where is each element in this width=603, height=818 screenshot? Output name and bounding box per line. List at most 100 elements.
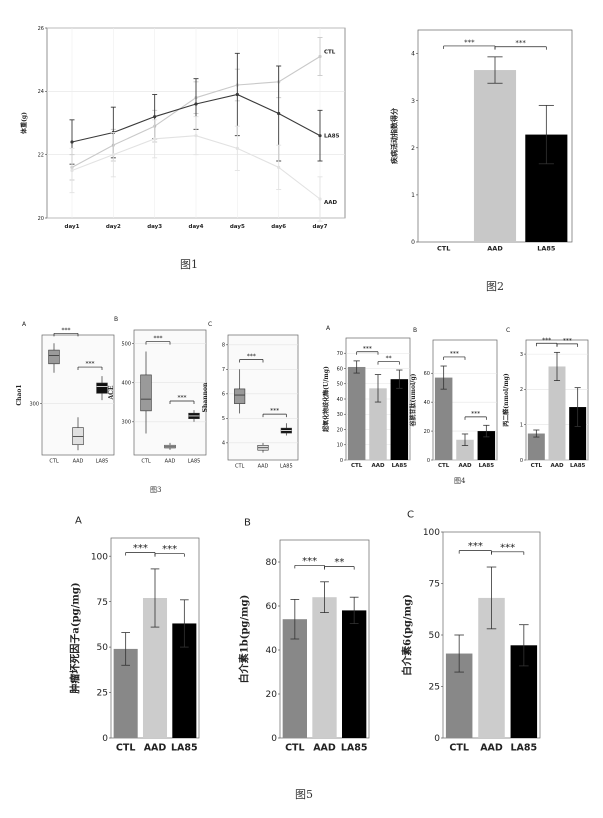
y-tick-label: 25 [97, 689, 108, 699]
figure-3-caption: 图3 [150, 486, 162, 494]
y-axis-label: 谷胱甘肽(umol/g) [409, 373, 417, 426]
x-tick-label: CTL [437, 244, 450, 252]
y-axis-label: Shannon [202, 382, 209, 412]
x-tick-label: LA85 [280, 464, 293, 470]
significance-label: *** [515, 39, 526, 47]
data-point [235, 146, 239, 150]
x-tick-label: AAD [550, 463, 564, 469]
x-tick-label: day4 [189, 224, 204, 230]
panel-label: C [407, 510, 414, 521]
y-tick-label: 3 [520, 352, 523, 358]
significance-label: *** [247, 353, 256, 360]
y-axis-label: Chao1 [16, 384, 23, 405]
bar-CTL [347, 366, 366, 460]
significance-label: *** [468, 541, 483, 552]
y-tick-label: 20 [424, 429, 430, 435]
plot-frame [227, 334, 299, 461]
x-tick-label: AAD [258, 464, 269, 470]
y-tick-label: 20 [337, 427, 343, 433]
y-tick-label: 75 [429, 580, 440, 590]
x-tick-label: AAD [458, 463, 472, 469]
y-tick-label: 26 [38, 26, 44, 32]
significance-label: *** [162, 544, 177, 555]
bar-AAD [548, 366, 566, 460]
panel-label: C [208, 321, 212, 328]
panel-label: B [244, 518, 251, 529]
data-point [153, 137, 157, 141]
y-tick-label: 40 [266, 646, 278, 656]
y-tick-label: 300 [121, 420, 131, 426]
x-tick-label: LA85 [341, 743, 368, 754]
significance-label: *** [86, 361, 95, 368]
y-tick-label: 500 [121, 341, 131, 347]
data-point [235, 92, 239, 97]
x-tick-label: day3 [147, 224, 162, 230]
y-tick-label: 7 [222, 367, 225, 373]
panel-label: B [413, 327, 417, 334]
figure-2-caption: 图2 [486, 280, 504, 293]
x-tick-label: CTL [116, 743, 136, 754]
y-tick-label: 25 [429, 683, 440, 693]
y-tick-label: 0 [434, 734, 440, 744]
box-LA85 [96, 382, 108, 394]
y-tick-label: 2 [520, 387, 523, 393]
y-tick-label: 10 [337, 443, 343, 449]
y-axis-label: 白介素1b(pg/mg) [238, 595, 251, 684]
y-axis-label: 疾病活动指数得分 [389, 108, 398, 164]
y-tick-label: 50 [97, 643, 109, 653]
data-point [277, 111, 281, 116]
significance-label: *** [563, 337, 572, 344]
figure-5-caption: 图5 [295, 788, 313, 801]
y-tick-label: 60 [266, 602, 278, 612]
series-label-LA85: LA85 [324, 134, 340, 140]
y-tick-label: 1 [520, 422, 523, 428]
bar-LA85 [342, 610, 367, 738]
x-tick-label: CTL [438, 463, 450, 469]
panel-label: A [75, 516, 82, 527]
y-tick-label: 2 [411, 145, 415, 152]
significance-label: *** [270, 408, 279, 415]
x-tick-label: day1 [65, 224, 80, 230]
x-tick-label: day7 [313, 224, 328, 230]
y-axis-label: 白介素6(pg/mg) [401, 594, 414, 676]
x-tick-label: LA85 [537, 244, 556, 252]
y-tick-label: 30 [337, 412, 343, 418]
bar-LA85 [569, 407, 587, 460]
significance-label: ** [386, 355, 392, 362]
data-point [111, 153, 115, 157]
x-tick-label: CTL [285, 743, 305, 754]
x-tick-label: AAD [313, 743, 336, 754]
data-point [194, 134, 198, 138]
y-tick-label: 60 [337, 366, 343, 372]
x-tick-label: CTL [449, 743, 469, 754]
y-tick-label: 100 [91, 552, 108, 562]
y-tick-label: 0 [411, 239, 415, 246]
data-point [277, 165, 281, 169]
significance-label: *** [542, 337, 551, 344]
bar-CTL [434, 377, 453, 460]
x-tick-label: LA85 [171, 743, 198, 754]
bar-LA85 [390, 379, 409, 460]
x-tick-label: AAD [487, 244, 503, 252]
significance-label: *** [154, 335, 163, 342]
y-tick-label: 8 [222, 343, 225, 349]
data-point [153, 115, 157, 119]
x-tick-label: LA85 [479, 463, 495, 469]
bar-AAD [456, 439, 474, 460]
x-tick-label: day5 [230, 224, 245, 230]
x-tick-label: AAD [144, 743, 167, 754]
panel-label: A [22, 321, 27, 328]
data-point [318, 197, 322, 201]
y-tick-label: 40 [424, 400, 430, 406]
x-tick-label: CTL [531, 463, 543, 469]
x-tick-label: LA85 [392, 463, 408, 469]
box-CTL [234, 388, 246, 404]
significance-label: *** [363, 345, 372, 352]
data-point [194, 102, 198, 106]
y-tick-label: 6 [222, 392, 225, 398]
panel-label: B [114, 316, 118, 323]
bar-CTL [527, 433, 545, 460]
x-tick-label: day2 [106, 224, 121, 230]
y-tick-label: 40 [337, 397, 343, 403]
